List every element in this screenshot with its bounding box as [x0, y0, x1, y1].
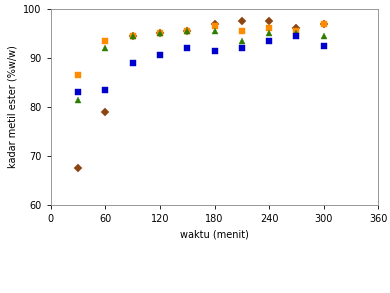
X-axis label: waktu (menit): waktu (menit) — [180, 230, 249, 240]
Y-axis label: kadar metil ester (%w/w): kadar metil ester (%w/w) — [8, 45, 18, 168]
